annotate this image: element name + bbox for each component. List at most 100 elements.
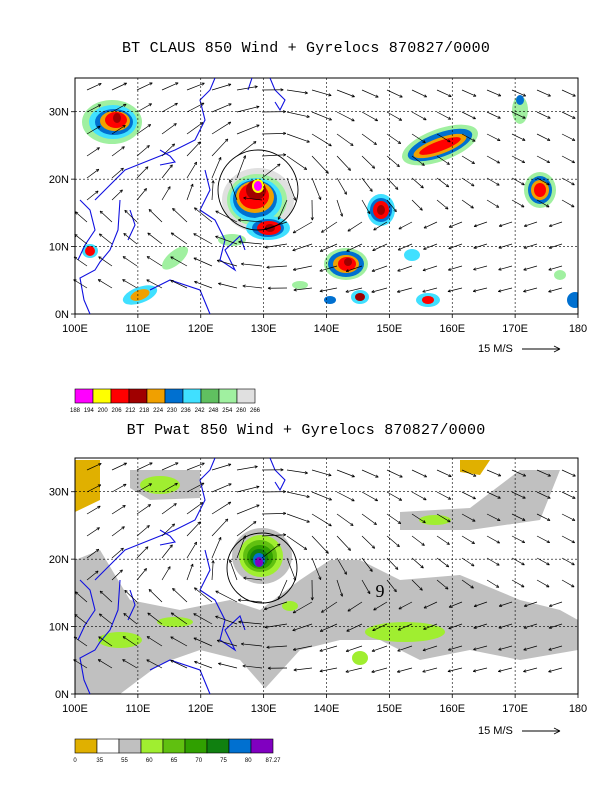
wind-arrow bbox=[311, 89, 332, 96]
wind-arrow bbox=[397, 667, 413, 673]
gyre-locations bbox=[217, 149, 299, 604]
wind-arrow bbox=[75, 591, 88, 603]
wind-arrow bbox=[236, 535, 246, 559]
wind-arrow bbox=[536, 535, 550, 544]
wind-arrowhead bbox=[522, 517, 526, 521]
wind-arrowhead bbox=[319, 268, 323, 272]
wind-arrowhead bbox=[121, 146, 125, 150]
wind-arrow bbox=[486, 111, 501, 119]
wind-arrow bbox=[261, 543, 281, 559]
wind-arrowhead bbox=[145, 166, 149, 170]
wind-arrow bbox=[548, 623, 563, 629]
wind-arrowhead bbox=[572, 93, 576, 97]
panel1-colorbar: 188 194 200 206 212 218 224 230 236 242 248 254 260 2… bbox=[70, 388, 261, 414]
wind-arrow bbox=[170, 636, 188, 647]
wind-arrow bbox=[136, 568, 147, 581]
wind-arrow bbox=[448, 221, 463, 228]
wind-arrowhead bbox=[571, 160, 575, 164]
wind-arrowhead bbox=[123, 233, 127, 237]
wind-arrow bbox=[473, 265, 488, 270]
wind-arrow bbox=[548, 243, 563, 249]
wind-arrow bbox=[236, 466, 258, 471]
wind-arrow bbox=[561, 491, 576, 499]
wind-arrowhead bbox=[347, 608, 351, 612]
wind-arrowhead bbox=[283, 153, 287, 157]
colorbar-label: 65 bbox=[171, 758, 178, 764]
wind-arrow bbox=[561, 155, 575, 164]
wind-arrowhead bbox=[548, 289, 552, 293]
wind-arrow bbox=[361, 491, 378, 502]
wind-arrowhead bbox=[310, 597, 314, 601]
wind-arrowhead bbox=[548, 603, 553, 608]
wind-arrow bbox=[511, 89, 526, 97]
wind-arrow bbox=[422, 287, 438, 293]
wind-arrow bbox=[361, 579, 371, 594]
wind-vectors bbox=[73, 82, 576, 673]
lat-tick-label: 10N bbox=[49, 242, 69, 254]
wind-arrow bbox=[211, 483, 232, 493]
wind-arrow bbox=[217, 260, 238, 267]
lat-tick-label: 10N bbox=[49, 622, 69, 634]
wind-arrow bbox=[411, 199, 423, 211]
lat-tick-label: 30N bbox=[49, 487, 69, 499]
wind-arrow bbox=[86, 104, 101, 113]
panel1-wind-scale-label: 15 M/S bbox=[478, 343, 513, 355]
wind-arrowhead bbox=[473, 93, 477, 97]
wind-arrowhead bbox=[254, 85, 258, 89]
wind-arrowhead bbox=[228, 559, 232, 563]
wind-arrow bbox=[229, 179, 238, 201]
wind-arrowhead bbox=[146, 279, 150, 283]
wind-arrowhead bbox=[97, 505, 101, 509]
lon-tick-label: 130E bbox=[251, 703, 277, 715]
wind-arrowhead bbox=[306, 139, 310, 143]
wind-arrowhead bbox=[167, 186, 171, 190]
wind-arrowhead bbox=[149, 462, 153, 466]
wind-arrowhead bbox=[448, 94, 452, 97]
colorbar-label: 75 bbox=[220, 758, 227, 764]
wind-arrowhead bbox=[367, 210, 371, 215]
wind-arrow bbox=[161, 462, 179, 471]
wind-arrow bbox=[386, 177, 399, 190]
wind-arrowhead bbox=[319, 248, 324, 252]
wind-arrowhead bbox=[283, 131, 287, 136]
wind-arrow bbox=[319, 265, 338, 272]
wind-arrow bbox=[386, 199, 397, 213]
wind-arrow bbox=[111, 189, 123, 201]
wind-arrowhead bbox=[122, 256, 126, 260]
wind-arrowhead bbox=[283, 511, 287, 516]
wind-arrowhead bbox=[304, 471, 308, 475]
wind-arrow bbox=[371, 667, 388, 673]
wind-arrowhead bbox=[122, 636, 126, 640]
colorbar-label: 200 bbox=[98, 408, 109, 414]
wind-arrow bbox=[473, 243, 488, 249]
wind-arrow bbox=[236, 486, 260, 493]
wind-arrow bbox=[311, 513, 332, 527]
wind-arrowhead bbox=[122, 125, 126, 129]
wind-arrowhead bbox=[547, 517, 551, 521]
wind-arrow bbox=[236, 124, 260, 135]
wind-arrow bbox=[236, 141, 257, 157]
wind-arrow bbox=[411, 133, 426, 144]
panel2-wind-scale: 15 M/S bbox=[478, 725, 561, 737]
wind-arrowhead bbox=[447, 116, 452, 120]
wind-arrow bbox=[345, 645, 363, 652]
wind-arrow bbox=[561, 177, 575, 186]
wind-arrowhead bbox=[277, 216, 281, 220]
wind-arrow bbox=[238, 219, 263, 223]
wind-arrow bbox=[136, 483, 152, 493]
wind-arrow bbox=[447, 667, 463, 672]
wind-arrowhead bbox=[146, 636, 151, 640]
wind-arrowhead bbox=[190, 563, 194, 567]
wind-arrow bbox=[561, 199, 575, 208]
wind-arrow bbox=[136, 82, 153, 91]
wind-arrow bbox=[99, 233, 113, 245]
wind-arrow bbox=[311, 469, 332, 476]
wind-arrowhead bbox=[351, 118, 355, 122]
wind-arrowhead bbox=[303, 166, 308, 170]
wind-arrow bbox=[292, 243, 313, 251]
wind-arrowhead bbox=[350, 142, 354, 146]
wind-arrowhead bbox=[228, 103, 232, 107]
wind-arrowhead bbox=[263, 607, 268, 611]
wind-arrowhead bbox=[175, 462, 179, 466]
wind-arrowhead bbox=[193, 233, 197, 237]
